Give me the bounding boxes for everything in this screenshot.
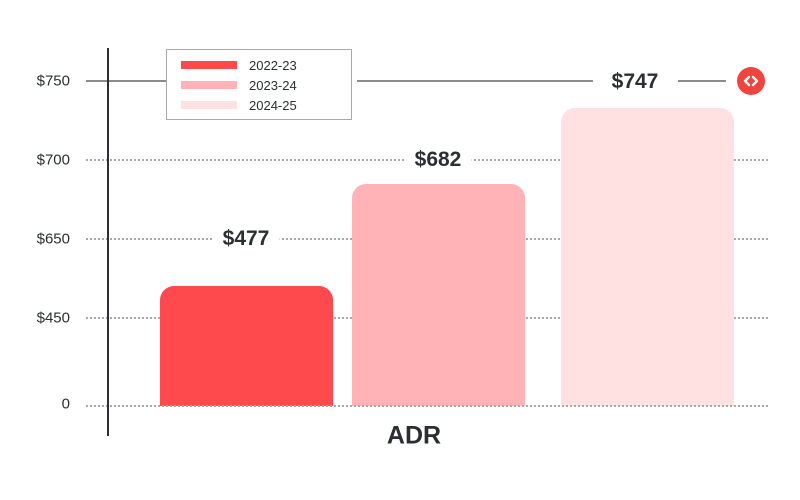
y-axis-line [107, 48, 109, 436]
bar-2024-25 [561, 108, 734, 406]
legend-item-2022-23: 2022-23 [181, 57, 297, 73]
legend-swatch [181, 101, 237, 109]
legend-label: 2022-23 [249, 57, 297, 73]
y-tick-700: $700 [36, 151, 70, 169]
gridline-0 [86, 405, 768, 407]
value-label-2024-25: $747 [601, 70, 669, 94]
gridline-750-right [678, 80, 726, 82]
y-tick-450: $450 [36, 309, 70, 327]
code-brackets-icon [743, 75, 759, 87]
x-axis-label: ADR [386, 421, 442, 450]
legend-label: 2023-24 [249, 77, 297, 93]
bar-2023-24 [352, 184, 525, 406]
bar-2022-23 [160, 286, 333, 406]
chart-legend: 2022-23 2023-24 2024-25 [166, 49, 352, 120]
value-label-2022-23: $477 [212, 227, 280, 251]
legend-swatch [181, 61, 237, 69]
value-label-2023-24: $682 [404, 148, 472, 172]
y-tick-750: $750 [36, 72, 70, 90]
gridline-750-left [86, 80, 166, 82]
gridline-750-mid [357, 80, 593, 82]
y-tick-650: $650 [36, 230, 70, 248]
code-embed-icon[interactable] [737, 67, 765, 95]
y-tick-0: 0 [61, 395, 70, 413]
legend-label: 2024-25 [249, 97, 297, 113]
legend-item-2024-25: 2024-25 [181, 97, 297, 113]
legend-swatch [181, 81, 237, 89]
legend-item-2023-24: 2023-24 [181, 77, 297, 93]
